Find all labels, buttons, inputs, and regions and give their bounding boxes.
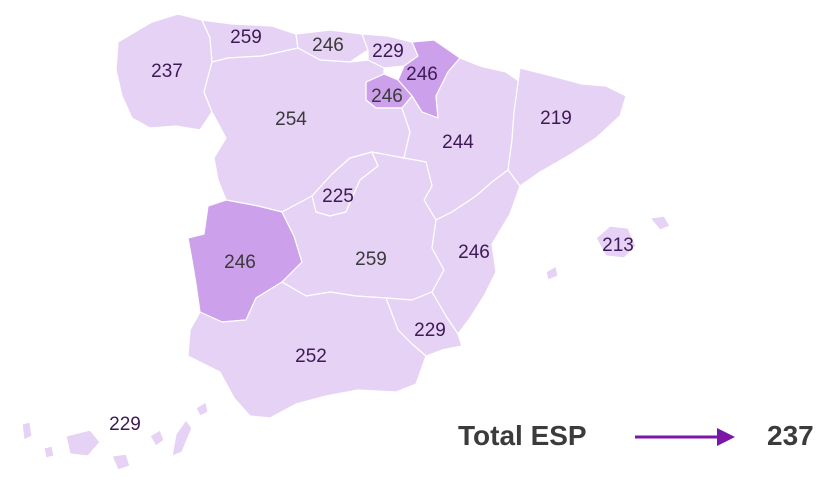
- value-murcia: 229: [414, 320, 446, 341]
- value-castilla-la-mancha: 259: [355, 249, 387, 270]
- region-baleares[interactable]: [545, 215, 671, 281]
- arrow-right-icon: [635, 428, 735, 446]
- total-value: 237: [767, 420, 814, 451]
- value-navarra: 246: [406, 64, 438, 85]
- value-madrid: 225: [322, 186, 354, 207]
- value-cataluna: 219: [540, 108, 572, 129]
- value-extremadura: 246: [224, 252, 256, 273]
- value-castilla-y-leon: 254: [275, 109, 307, 130]
- value-andalucia: 252: [295, 346, 327, 367]
- value-baleares: 213: [602, 235, 634, 256]
- value-galicia: 237: [151, 61, 183, 82]
- value-comunidad-valenciana: 246: [458, 242, 490, 263]
- region-comunidad-valenciana[interactable]: [431, 169, 521, 335]
- region-value-labels: 237 259 246 229 246 246 254 244 219 225 …: [109, 27, 634, 435]
- value-cantabria: 246: [312, 35, 344, 56]
- value-la-rioja: 246: [371, 86, 403, 107]
- region-canarias[interactable]: [21, 401, 209, 471]
- value-asturias: 259: [230, 27, 262, 48]
- region-cataluna[interactable]: [507, 67, 627, 187]
- total-label: Total ESP: [458, 420, 587, 451]
- value-pais-vasco: 229: [372, 41, 404, 62]
- region-andalucia[interactable]: [187, 281, 427, 419]
- value-canarias: 229: [109, 414, 141, 435]
- value-aragon: 244: [442, 132, 474, 153]
